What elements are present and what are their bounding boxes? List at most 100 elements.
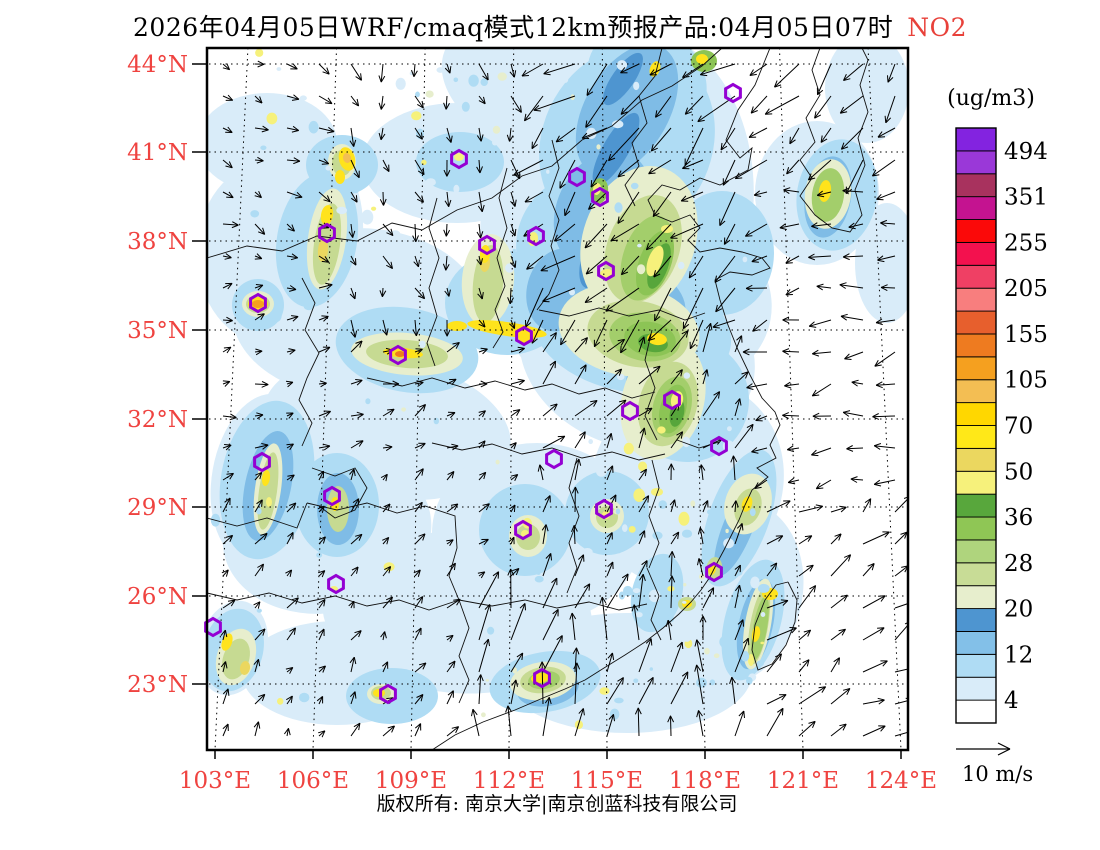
wind-arrow [350, 440, 364, 449]
wind-arrow-head [513, 169, 519, 176]
wind-arrow-head [864, 498, 871, 504]
contour-speckle [469, 422, 474, 428]
contour-speckle [505, 108, 511, 117]
wind-arrow-shaft [872, 159, 896, 177]
wind-arrow-head [676, 431, 683, 436]
wind-arrow [222, 444, 232, 451]
wind-arrow-head [416, 468, 424, 473]
wind-arrow-shaft [286, 569, 292, 577]
wind-arrow-head [318, 598, 326, 604]
wind-arrow-shaft [542, 435, 566, 449]
wind-arrow-head [446, 539, 454, 542]
wind-arrow-shaft [788, 479, 800, 483]
wind-arrow-head [290, 257, 298, 261]
wind-arrow [766, 535, 784, 545]
wind-arrow-shaft [254, 563, 264, 577]
wind-arrow-shaft [670, 715, 672, 737]
boundary-line [431, 442, 666, 461]
wind-arrow [254, 223, 266, 235]
wind-arrow-head [389, 408, 395, 416]
wind-arrow-shaft [222, 255, 232, 259]
wind-arrow-shaft [670, 223, 704, 239]
wind-arrow-head [321, 163, 329, 165]
wind-arrow-shaft [318, 315, 329, 321]
wind-arrow-head [680, 369, 683, 377]
boundary-line [431, 48, 781, 750]
wind-arrow-head [612, 652, 615, 660]
wind-arrow-head [378, 132, 382, 140]
wind-arrow [734, 423, 754, 449]
wind-arrow-shaft [382, 319, 388, 336]
wind-arrow-head [390, 596, 393, 604]
wind-arrow-shaft [554, 223, 576, 242]
wind-arrow-head [585, 267, 590, 275]
wind-arrow-head [447, 690, 454, 696]
wind-arrow-head [782, 350, 789, 355]
wind-arrow-head [877, 255, 884, 261]
wind-arrow-head [450, 503, 458, 506]
wind-arrow-shaft [574, 364, 587, 385]
contour-speckle [505, 263, 515, 273]
wind-arrow-head [574, 486, 579, 494]
wind-arrow-head [508, 536, 515, 543]
wind-arrow-head [225, 661, 228, 669]
wind-arrow-shaft [698, 558, 704, 577]
wind-arrow-head [515, 568, 520, 576]
wind-arrow-shaft [446, 471, 455, 481]
wind-arrow-head [349, 140, 355, 147]
colorbar-segment [955, 516, 997, 541]
wind-arrow-head [352, 498, 359, 504]
wind-arrow-head [682, 162, 688, 169]
wind-arrow-head [917, 599, 922, 604]
wind-arrow-head [326, 67, 330, 75]
wind-arrow-head [644, 469, 647, 477]
wind-arrow-head [699, 69, 706, 76]
wind-arrow-shaft [413, 63, 416, 77]
wind-arrow-head [449, 635, 454, 642]
wind-arrow-shaft [846, 447, 864, 450]
wind-arrow [254, 95, 263, 104]
wind-arrow-shaft [510, 223, 516, 237]
wind-arrow-head [253, 601, 261, 606]
contour-speckle [579, 79, 592, 88]
wind-arrow-shaft [731, 677, 736, 705]
wind-arrow-shaft [751, 447, 768, 453]
contour-speckle [713, 653, 720, 658]
boundary-line [644, 329, 658, 441]
wind-arrow-shaft [510, 63, 515, 78]
wind-arrow-shaft [734, 500, 737, 513]
wind-arrow-head [652, 212, 660, 218]
wind-arrow-head [391, 725, 395, 733]
wind-arrow-head [648, 172, 656, 175]
wind-arrow-shaft [510, 652, 524, 673]
wind-arrow-head [509, 135, 514, 142]
wind-arrow [719, 191, 736, 226]
wind-arrow-shaft [521, 63, 544, 77]
wind-arrow-head [480, 571, 486, 579]
contour-blob [751, 626, 761, 642]
wind-arrow [734, 159, 768, 180]
wind-arrow-head [802, 659, 810, 664]
contour-speckle [756, 660, 764, 667]
wind-arrow-head [450, 412, 456, 419]
wind-arrow-shaft [222, 346, 232, 353]
wind-arrow-head [839, 505, 847, 508]
wind-arrow-head [544, 495, 551, 501]
wind-arrow-head [551, 577, 558, 583]
wind-arrow-head [844, 353, 850, 360]
wind-arrow-shaft [382, 191, 384, 206]
wind-arrow-head [839, 723, 847, 727]
wind-arrow-shaft [811, 223, 832, 227]
wind-arrow [254, 125, 269, 133]
wind-arrow-shaft [286, 159, 300, 162]
wind-arrow-head [448, 289, 451, 297]
wind-arrow-head [416, 596, 423, 601]
wind-arrow [702, 587, 715, 609]
wind-arrow-head [224, 381, 231, 387]
wind-arrow-head [811, 222, 818, 227]
wind-arrow-shaft [478, 63, 489, 81]
contour-speckle [616, 549, 622, 554]
wind-arrow-shaft [254, 223, 266, 235]
wind-arrow-head [358, 440, 364, 447]
wind-arrow [650, 127, 672, 152]
